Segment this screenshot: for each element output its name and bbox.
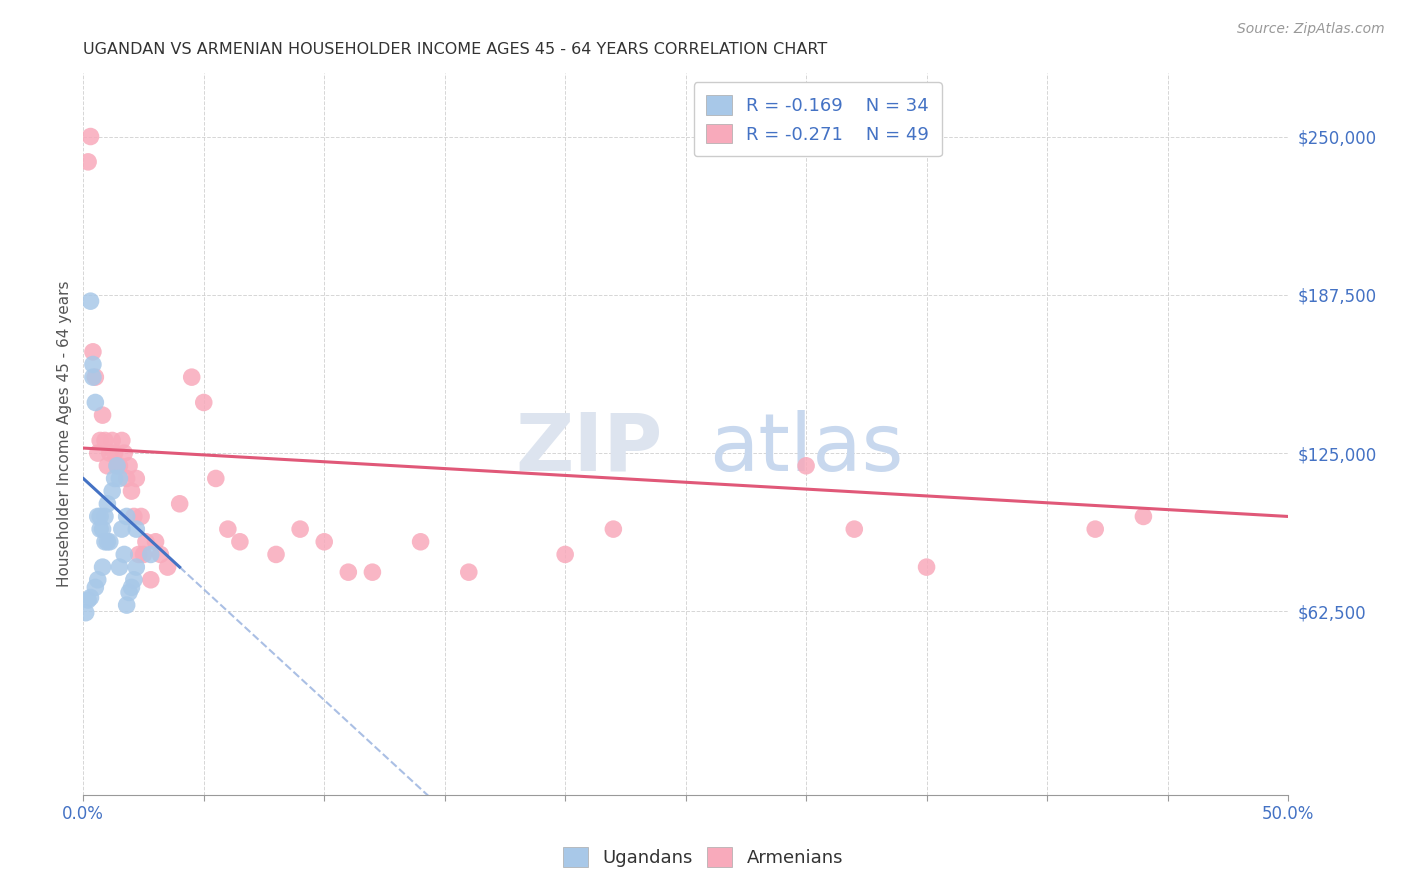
- Point: [89, 509, 111, 524]
- Point: [91, 408, 114, 422]
- Point: [101, 484, 124, 499]
- Point: [111, 434, 134, 448]
- Point: [98, 446, 121, 460]
- Point: [79, 591, 101, 605]
- Point: [112, 548, 135, 562]
- Point: [105, 458, 128, 473]
- Point: [108, 560, 131, 574]
- Point: [96, 458, 118, 473]
- Point: [89, 522, 111, 536]
- Point: [115, 598, 138, 612]
- Point: [125, 522, 148, 536]
- Point: [121, 484, 143, 499]
- Point: [105, 458, 128, 473]
- Point: [108, 471, 131, 485]
- Point: [121, 580, 143, 594]
- Point: [89, 434, 111, 448]
- Text: atlas: atlas: [709, 409, 903, 488]
- Point: [104, 471, 127, 485]
- Point: [204, 471, 226, 485]
- Legend: R = -0.169    N = 34, R = -0.271    N = 49: R = -0.169 N = 34, R = -0.271 N = 49: [693, 82, 942, 156]
- Point: [82, 344, 104, 359]
- Point: [79, 129, 101, 144]
- Point: [87, 509, 110, 524]
- Point: [115, 509, 138, 524]
- Point: [87, 573, 110, 587]
- Point: [79, 294, 101, 309]
- Point: [156, 560, 179, 574]
- Point: [98, 534, 121, 549]
- Point: [122, 573, 145, 587]
- Text: UGANDAN VS ARMENIAN HOUSEHOLDER INCOME AGES 45 - 64 YEARS CORRELATION CHART: UGANDAN VS ARMENIAN HOUSEHOLDER INCOME A…: [83, 42, 828, 57]
- Point: [135, 534, 157, 549]
- Point: [457, 565, 479, 579]
- Point: [554, 548, 576, 562]
- Point: [132, 548, 155, 562]
- Text: ZIP: ZIP: [516, 409, 662, 488]
- Point: [217, 522, 239, 536]
- Point: [337, 565, 360, 579]
- Point: [118, 458, 141, 473]
- Point: [169, 497, 191, 511]
- Point: [794, 458, 817, 473]
- Point: [82, 370, 104, 384]
- Point: [844, 522, 866, 536]
- Point: [111, 522, 134, 536]
- Point: [91, 560, 114, 574]
- Legend: Ugandans, Armenians: Ugandans, Armenians: [555, 839, 851, 874]
- Point: [96, 497, 118, 511]
- Point: [139, 573, 162, 587]
- Point: [118, 585, 141, 599]
- Point: [87, 446, 110, 460]
- Point: [264, 548, 287, 562]
- Point: [915, 560, 938, 574]
- Point: [77, 593, 100, 607]
- Point: [1084, 522, 1107, 536]
- Point: [145, 534, 167, 549]
- Point: [128, 548, 150, 562]
- Point: [288, 522, 311, 536]
- Point: [94, 534, 117, 549]
- Text: Source: ZipAtlas.com: Source: ZipAtlas.com: [1237, 22, 1385, 37]
- Point: [409, 534, 432, 549]
- Point: [229, 534, 252, 549]
- Point: [96, 534, 118, 549]
- Point: [84, 580, 107, 594]
- Point: [122, 509, 145, 524]
- Point: [125, 560, 148, 574]
- Point: [125, 471, 148, 485]
- Point: [77, 154, 100, 169]
- Point: [180, 370, 202, 384]
- Point: [193, 395, 215, 409]
- Point: [104, 446, 127, 460]
- Point: [602, 522, 624, 536]
- Point: [75, 606, 97, 620]
- Point: [91, 522, 114, 536]
- Point: [94, 434, 117, 448]
- Point: [108, 458, 131, 473]
- Point: [361, 565, 384, 579]
- Point: [82, 358, 104, 372]
- Point: [129, 509, 152, 524]
- Point: [139, 548, 162, 562]
- Point: [84, 395, 107, 409]
- Y-axis label: Householder Income Ages 45 - 64 years: Householder Income Ages 45 - 64 years: [58, 281, 72, 588]
- Point: [314, 534, 336, 549]
- Point: [84, 370, 107, 384]
- Point: [149, 548, 172, 562]
- Point: [112, 446, 135, 460]
- Point: [1132, 509, 1154, 524]
- Point: [115, 471, 138, 485]
- Point: [101, 434, 124, 448]
- Point: [94, 509, 117, 524]
